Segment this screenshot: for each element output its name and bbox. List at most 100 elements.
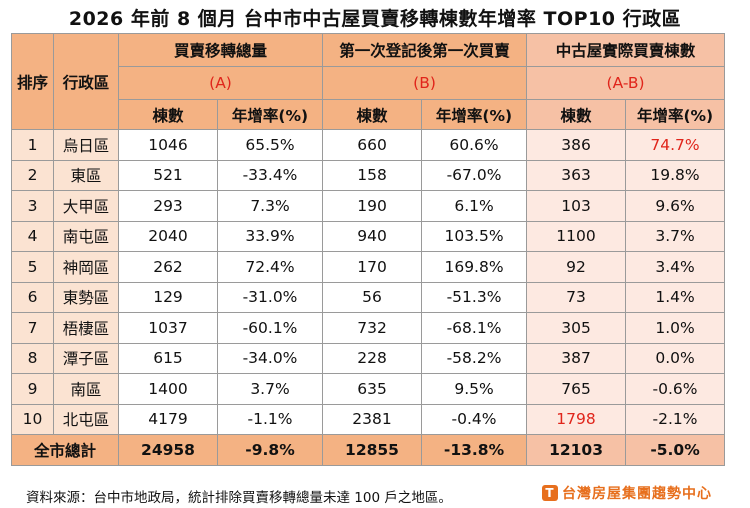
b-count-cell: 660 <box>322 129 423 161</box>
table-row: 5 神岡區 262 72.4% 170 169.8% 92 3.4% <box>11 251 726 283</box>
b-count-cell: 940 <box>322 220 423 252</box>
c-count-cell: 305 <box>526 312 627 344</box>
total-a-count: 24958 <box>118 434 218 466</box>
a-count-cell: 129 <box>118 281 218 313</box>
b-growth-cell: -68.1% <box>421 312 528 344</box>
b-growth-cell: 6.1% <box>421 190 528 222</box>
a-growth-cell: -31.0% <box>216 281 324 313</box>
c-count-cell: 1100 <box>526 220 627 252</box>
c-growth-cell: 74.7% <box>625 129 726 161</box>
b-growth-cell: 9.5% <box>421 373 528 405</box>
c-growth-cell: 9.6% <box>625 190 726 222</box>
table-row: 4 南屯區 2040 33.9% 940 103.5% 1100 3.7% <box>11 220 726 252</box>
a-count-cell: 615 <box>118 342 218 374</box>
total-b-growth: -13.8% <box>421 434 528 466</box>
source-note: 資料來源：台中市地政局，統計排除買賣移轉總量未達 100 戶之地區。 <box>26 490 452 506</box>
b-growth-cell: -67.0% <box>421 159 528 191</box>
header-c-count: 棟數 <box>526 99 627 130</box>
a-growth-cell: -1.1% <box>216 403 324 435</box>
c-growth-cell: 0.0% <box>625 342 726 374</box>
a-growth-cell: -34.0% <box>216 342 324 374</box>
total-c-count: 12103 <box>526 434 627 466</box>
district-cell: 梧棲區 <box>53 312 119 344</box>
district-cell: 南屯區 <box>53 220 119 252</box>
rank-cell: 6 <box>11 281 54 313</box>
district-cell: 東勢區 <box>53 281 119 313</box>
c-growth-cell: 1.0% <box>625 312 726 344</box>
table-row: 10 北屯區 4179 -1.1% 2381 -0.4% 1798 -2.1% <box>11 403 726 435</box>
district-cell: 大甲區 <box>53 190 119 222</box>
c-growth-cell: 19.8% <box>625 159 726 191</box>
b-growth-cell: -0.4% <box>421 403 528 435</box>
rank-cell: 7 <box>11 312 54 344</box>
b-count-cell: 158 <box>322 159 423 191</box>
b-count-cell: 56 <box>322 281 423 313</box>
b-growth-cell: 169.8% <box>421 251 528 283</box>
table-row: 9 南區 1400 3.7% 635 9.5% 765 -0.6% <box>11 373 726 405</box>
header-rank: 排序 <box>11 33 54 130</box>
rank-cell: 5 <box>11 251 54 283</box>
b-count-cell: 228 <box>322 342 423 374</box>
rank-cell: 9 <box>11 373 54 405</box>
rank-cell: 8 <box>11 342 54 374</box>
b-growth-cell: -51.3% <box>421 281 528 313</box>
c-count-cell: 1798 <box>526 403 627 435</box>
table-row: 7 梧棲區 1037 -60.1% 732 -68.1% 305 1.0% <box>11 312 726 344</box>
header-a-count: 棟數 <box>118 99 218 130</box>
c-count-cell: 92 <box>526 251 627 283</box>
a-count-cell: 1046 <box>118 129 218 161</box>
a-growth-cell: 3.7% <box>216 373 324 405</box>
a-growth-cell: -33.4% <box>216 159 324 191</box>
header-district: 行政區 <box>53 33 119 130</box>
table-row: 1 烏日區 1046 65.5% 660 60.6% 386 74.7% <box>11 129 726 161</box>
c-count-cell: 386 <box>526 129 627 161</box>
district-cell: 東區 <box>53 159 119 191</box>
table-row: 3 大甲區 293 7.3% 190 6.1% 103 9.6% <box>11 190 726 222</box>
c-growth-cell: 1.4% <box>625 281 726 313</box>
b-growth-cell: 103.5% <box>421 220 528 252</box>
header-a-growth: 年增率(%) <box>216 99 324 130</box>
a-count-cell: 2040 <box>118 220 218 252</box>
a-growth-cell: -60.1% <box>216 312 324 344</box>
c-growth-cell: 3.7% <box>625 220 726 252</box>
total-row: 全市總計 24958 -9.8% 12855 -13.8% 12103 -5.0… <box>11 434 726 466</box>
district-cell: 北屯區 <box>53 403 119 435</box>
a-count-cell: 1400 <box>118 373 218 405</box>
total-c-growth: -5.0% <box>625 434 726 466</box>
c-growth-cell: 3.4% <box>625 251 726 283</box>
c-count-cell: 73 <box>526 281 627 313</box>
c-growth-cell: -2.1% <box>625 403 726 435</box>
header-group-c-code: (A-B) <box>526 66 726 100</box>
rank-cell: 4 <box>11 220 54 252</box>
header-group-b: 第一次登記後第一次買賣 <box>322 33 528 67</box>
b-growth-cell: 60.6% <box>421 129 528 161</box>
district-cell: 烏日區 <box>53 129 119 161</box>
brand-icon: T <box>542 485 558 501</box>
a-growth-cell: 65.5% <box>216 129 324 161</box>
a-growth-cell: 72.4% <box>216 251 324 283</box>
table-row: 8 潭子區 615 -34.0% 228 -58.2% 387 0.0% <box>11 342 726 374</box>
rank-cell: 2 <box>11 159 54 191</box>
header-c-growth: 年增率(%) <box>625 99 726 130</box>
district-cell: 潭子區 <box>53 342 119 374</box>
header-group-a: 買賣移轉總量 <box>117 33 324 67</box>
total-a-growth: -9.8% <box>216 434 324 466</box>
header-group-c: 中古屋實際買賣棟數 <box>526 33 726 67</box>
b-count-cell: 732 <box>322 312 423 344</box>
b-count-cell: 190 <box>322 190 423 222</box>
rank-cell: 1 <box>11 129 54 161</box>
b-count-cell: 635 <box>322 373 423 405</box>
b-count-cell: 170 <box>322 251 423 283</box>
b-growth-cell: -58.2% <box>421 342 528 374</box>
a-growth-cell: 7.3% <box>216 190 324 222</box>
a-count-cell: 4179 <box>118 403 218 435</box>
a-count-cell: 262 <box>118 251 218 283</box>
c-growth-cell: -0.6% <box>625 373 726 405</box>
c-count-cell: 103 <box>526 190 627 222</box>
page-title: 2026 年前 8 個月 台中市中古屋買賣移轉棟數年增率 TOP10 行政區 <box>68 8 682 30</box>
brand-logo: T 台灣房屋集團趨勢中心 <box>542 483 712 503</box>
total-label: 全市總計 <box>11 434 119 466</box>
table-row: 2 東區 521 -33.4% 158 -67.0% 363 19.8% <box>11 159 726 191</box>
a-count-cell: 521 <box>118 159 218 191</box>
c-count-cell: 363 <box>526 159 627 191</box>
